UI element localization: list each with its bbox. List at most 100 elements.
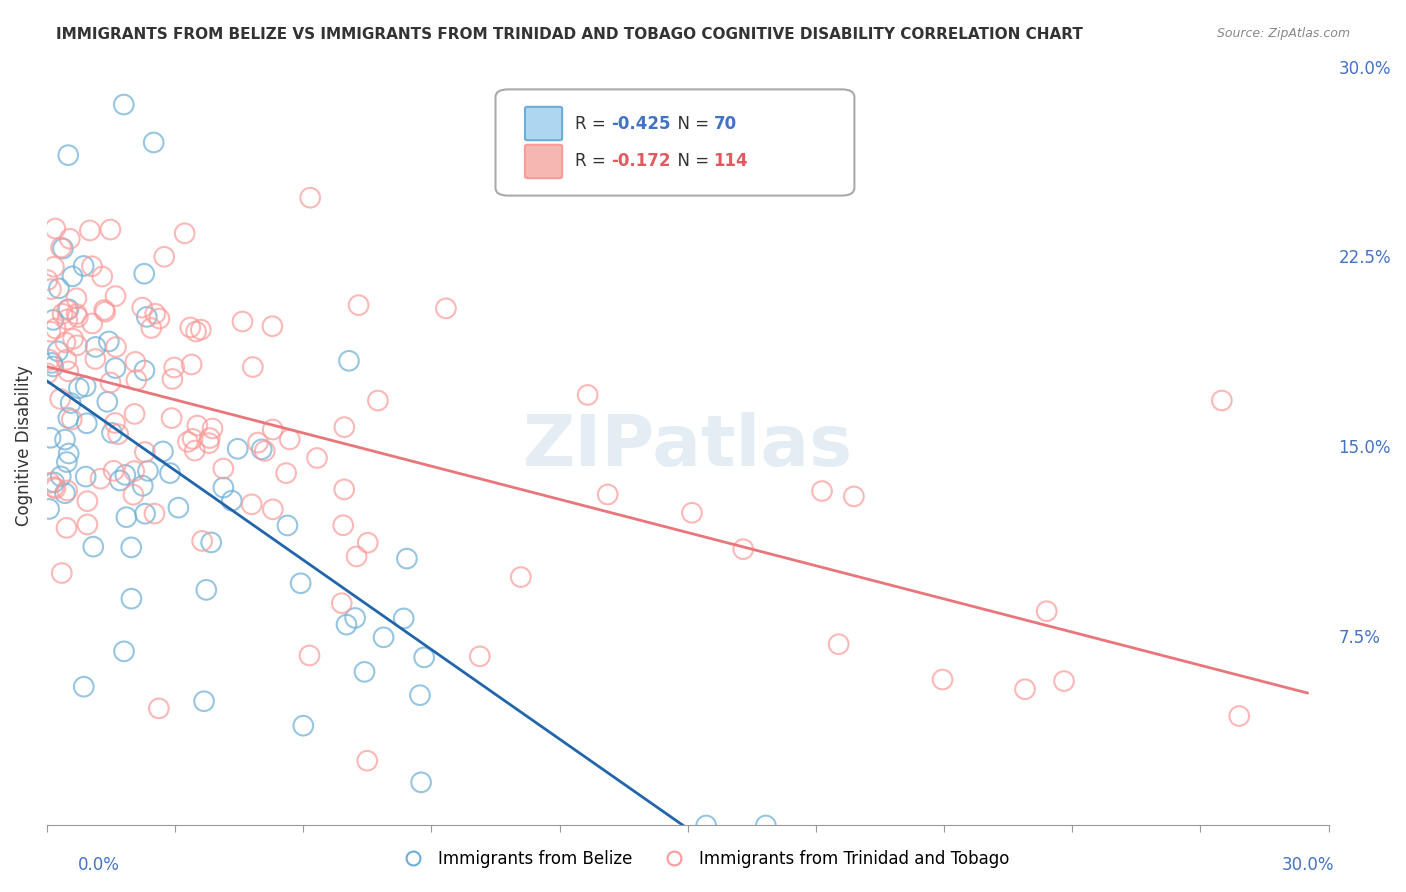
Point [112, 97, 135, 112]
Point [49, 469, 72, 483]
Point [242, 359, 264, 374]
Point [413, 650, 436, 665]
Point [122, 464, 145, 478]
Point [82, 317, 104, 331]
Point [160, 411, 183, 425]
Point [200, 535, 222, 549]
Point [180, 358, 202, 372]
Point [827, 637, 849, 651]
Point [58, 148, 80, 162]
Text: N =: N = [668, 153, 714, 170]
Text: -0.172: -0.172 [610, 153, 671, 170]
Point [212, 481, 235, 495]
Point [262, 319, 284, 334]
Point [1211, 393, 1233, 408]
Point [65, 307, 87, 321]
Point [152, 444, 174, 458]
Point [107, 427, 129, 442]
Point [177, 434, 200, 449]
Point [91, 269, 114, 284]
Point [124, 407, 146, 421]
Point [93, 303, 115, 318]
Point [82, 540, 104, 554]
Point [104, 416, 127, 430]
Point [115, 510, 138, 524]
Point [49, 392, 72, 406]
Point [184, 443, 207, 458]
Point [134, 507, 156, 521]
Point [39, 475, 62, 490]
Point [198, 431, 221, 445]
Point [58, 302, 80, 317]
Point [167, 500, 190, 515]
Point [509, 570, 531, 584]
Point [62, 332, 84, 346]
Point [276, 466, 298, 480]
Point [278, 433, 301, 447]
Point [240, 497, 263, 511]
Point [76, 417, 98, 431]
Point [56, 455, 79, 469]
Point [392, 611, 415, 625]
Point [46, 344, 69, 359]
Point [79, 223, 101, 237]
Point [290, 576, 312, 591]
Text: 30.0%: 30.0% [1281, 855, 1334, 873]
Point [38, 502, 60, 516]
Point [148, 311, 170, 326]
Point [58, 411, 80, 425]
Point [125, 373, 148, 387]
Point [90, 472, 112, 486]
Point [143, 507, 166, 521]
FancyBboxPatch shape [495, 89, 855, 195]
Point [153, 250, 176, 264]
Point [250, 442, 273, 457]
Point [186, 418, 208, 433]
Point [52, 242, 75, 256]
Point [59, 396, 82, 410]
Point [134, 445, 156, 459]
Point [276, 518, 298, 533]
Point [67, 381, 90, 395]
Point [262, 423, 284, 437]
Point [332, 518, 354, 533]
Point [53, 433, 76, 447]
Point [179, 320, 201, 334]
Point [120, 591, 142, 606]
Text: 0.0%: 0.0% [77, 855, 120, 873]
Point [411, 775, 433, 789]
Point [695, 818, 717, 832]
Point [212, 461, 235, 475]
Point [56, 312, 79, 326]
Point [143, 307, 166, 321]
Point [122, 488, 145, 502]
Point [181, 432, 204, 446]
Point [48, 281, 70, 295]
Point [72, 259, 94, 273]
Point [337, 354, 360, 368]
Point [131, 301, 153, 315]
Text: Source: ZipAtlas.com: Source: ZipAtlas.com [1216, 27, 1350, 40]
Point [434, 301, 457, 316]
Point [53, 486, 76, 500]
Point [41, 356, 63, 370]
Point [262, 502, 284, 516]
Point [112, 644, 135, 658]
Point [55, 335, 77, 350]
Text: 70: 70 [713, 114, 737, 133]
Point [201, 421, 224, 435]
Point [134, 267, 156, 281]
Point [576, 388, 599, 402]
Point [58, 446, 80, 460]
Point [120, 541, 142, 555]
Y-axis label: Cognitive Disability: Cognitive Disability [15, 366, 32, 526]
Point [1014, 682, 1036, 697]
Point [253, 444, 276, 458]
Point [39, 431, 62, 445]
Point [45, 321, 67, 335]
Text: ZIPatlas: ZIPatlas [523, 411, 853, 481]
Text: R =: R = [575, 153, 612, 170]
Point [305, 450, 328, 465]
Point [42, 475, 65, 490]
Point [124, 355, 146, 369]
